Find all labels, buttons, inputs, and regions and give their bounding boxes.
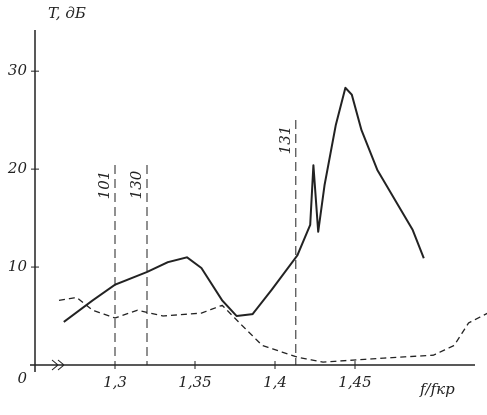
x-tick-label: 1,35 (178, 373, 211, 391)
x-tick-label: 1,4 (263, 373, 287, 391)
dashed-line (58, 296, 487, 363)
y-axis-label: T, дБ (48, 4, 86, 22)
x-tick-label: 1,45 (338, 373, 371, 391)
x-tick-label: 1,3 (103, 373, 127, 391)
marker-label: 101 (95, 171, 113, 200)
solid-line (63, 86, 425, 323)
y-tick-label: 10 (8, 257, 28, 275)
x-axis-label: f/fкр (419, 380, 455, 398)
axis-break (51, 359, 65, 371)
y-tick-label: 0 (17, 369, 27, 387)
marker-label: 130 (127, 170, 145, 199)
marker-label: 131 (276, 126, 294, 155)
y-tick-label: 30 (8, 61, 28, 79)
y-tick-label: 20 (7, 159, 28, 177)
